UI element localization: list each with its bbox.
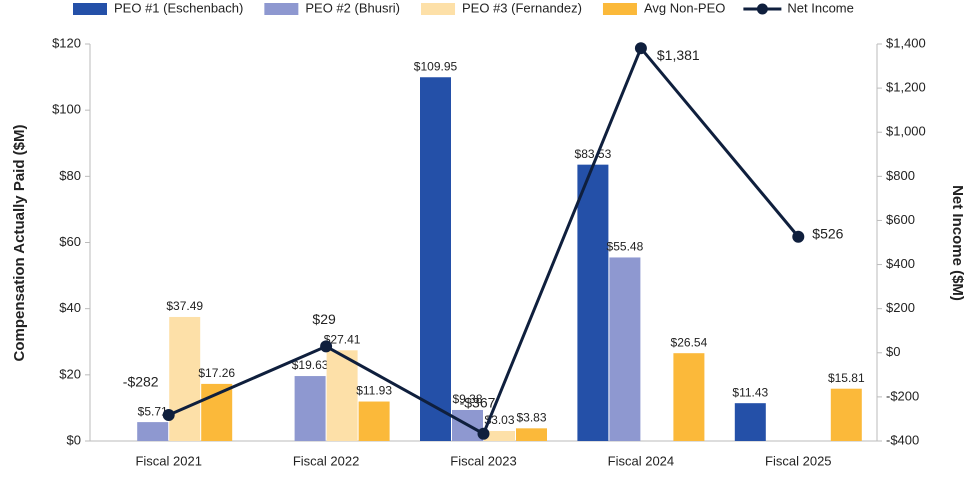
line-point <box>634 42 647 55</box>
line-value-label: $29 <box>312 311 336 327</box>
bar <box>420 77 451 441</box>
value-label: $27.41 <box>324 332 361 346</box>
value-label: $11.93 <box>356 384 392 398</box>
y2-tick-label: $1,400 <box>886 35 926 50</box>
bar <box>326 350 358 441</box>
value-label: $5.71 <box>138 404 168 418</box>
line-point <box>792 230 805 243</box>
y2-tick-label: $1,200 <box>886 80 926 95</box>
y2-tick-label: -$200 <box>886 388 919 403</box>
y2-tick-label: $800 <box>886 168 915 183</box>
line-point <box>162 408 175 421</box>
value-label: $15.81 <box>828 371 865 385</box>
y2-tick-label: $200 <box>886 300 915 315</box>
bar <box>516 428 547 441</box>
y2-tick-label: $400 <box>886 256 915 271</box>
y-axis-title: Compensation Actually Paid ($M) <box>11 125 28 362</box>
value-label: $17.26 <box>198 366 235 380</box>
line-point <box>477 427 490 440</box>
line-value-label: $526 <box>812 225 843 241</box>
legend-label: Net Income <box>787 0 853 15</box>
bar <box>830 388 862 441</box>
bar <box>137 422 169 441</box>
y2-tick-label: $1,000 <box>886 124 926 139</box>
x-tick-label: Fiscal 2023 <box>450 453 516 468</box>
y-tick-label: $20 <box>59 366 81 381</box>
line-value-label: -$282 <box>123 374 159 390</box>
y2-axis-title: Net Income ($M) <box>949 185 966 301</box>
bar <box>577 164 609 442</box>
value-label: $55.48 <box>607 240 644 254</box>
bar <box>358 401 390 441</box>
y-tick-label: $40 <box>59 300 81 315</box>
y-tick-label: $100 <box>52 102 81 117</box>
line-point <box>320 340 333 353</box>
x-tick-label: Fiscal 2025 <box>765 453 831 468</box>
y-tick-label: $0 <box>67 432 81 447</box>
y2-tick-label: $600 <box>886 212 915 227</box>
y-tick-label: $80 <box>59 168 81 183</box>
x-tick-label: Fiscal 2024 <box>608 453 674 468</box>
value-label: $83.53 <box>575 147 612 161</box>
value-label: $37.49 <box>166 299 203 313</box>
value-label: $26.54 <box>671 335 708 349</box>
y-tick-label: $120 <box>52 35 81 50</box>
x-tick-label: Fiscal 2021 <box>135 453 201 468</box>
bar <box>169 316 201 441</box>
line-value-label: $1,381 <box>657 47 700 63</box>
legend-swatch <box>602 3 637 15</box>
value-label: $3.83 <box>516 411 546 425</box>
legend-swatch <box>421 3 456 15</box>
legend-label: PEO #3 (Fernandez) <box>462 0 582 15</box>
line-value-label: -$367 <box>460 394 496 410</box>
x-tick-label: Fiscal 2022 <box>293 453 359 468</box>
legend-label: PEO #2 (Bhusri) <box>305 0 400 15</box>
value-label: $11.43 <box>732 385 768 399</box>
value-label: $19.63 <box>292 358 329 372</box>
y-tick-label: $60 <box>59 234 81 249</box>
y2-tick-label: -$400 <box>886 432 919 447</box>
y2-tick-label: $0 <box>886 344 900 359</box>
legend-label: Avg Non-PEO <box>644 0 725 15</box>
bar <box>484 430 515 441</box>
value-label: $9.38 <box>452 392 482 406</box>
bar <box>673 353 705 441</box>
bar <box>609 257 641 441</box>
value-label: $109.95 <box>414 59 458 73</box>
legend-swatch <box>264 3 299 15</box>
bar <box>294 376 326 441</box>
legend-swatch <box>756 3 768 15</box>
legend-swatch <box>73 3 107 15</box>
legend-label: PEO #1 (Eschenbach) <box>114 0 243 15</box>
bar <box>734 403 766 441</box>
